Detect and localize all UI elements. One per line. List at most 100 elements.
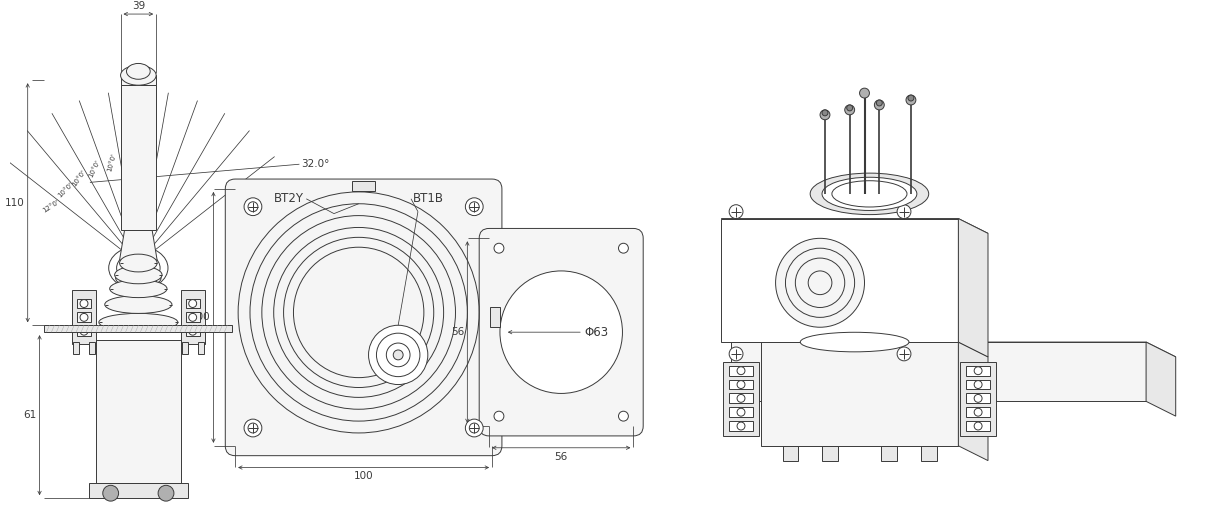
Circle shape: [469, 202, 479, 212]
Circle shape: [897, 347, 911, 361]
Bar: [961, 362, 996, 436]
Bar: [352, 181, 375, 191]
Bar: [185, 312, 200, 322]
Bar: [182, 342, 188, 354]
Ellipse shape: [859, 88, 869, 98]
Circle shape: [729, 347, 744, 361]
Text: 10°0': 10°0': [126, 150, 133, 169]
Bar: [121, 85, 156, 230]
Circle shape: [822, 110, 828, 116]
Circle shape: [775, 238, 864, 327]
Circle shape: [820, 110, 830, 120]
Ellipse shape: [121, 65, 156, 85]
Polygon shape: [761, 342, 958, 446]
Circle shape: [244, 419, 262, 437]
Circle shape: [897, 205, 911, 219]
Bar: [967, 407, 990, 417]
Ellipse shape: [158, 485, 174, 501]
Text: 56: 56: [555, 452, 568, 462]
Circle shape: [974, 367, 983, 375]
Bar: [77, 326, 91, 336]
Bar: [881, 446, 897, 460]
Circle shape: [80, 299, 88, 308]
Circle shape: [494, 243, 503, 253]
Polygon shape: [722, 219, 958, 342]
Bar: [185, 298, 200, 309]
Bar: [729, 380, 753, 389]
Bar: [197, 342, 204, 354]
Ellipse shape: [130, 262, 146, 274]
Circle shape: [845, 105, 855, 115]
Text: 100: 100: [191, 312, 211, 322]
Polygon shape: [731, 342, 1146, 401]
Ellipse shape: [115, 266, 162, 284]
Circle shape: [247, 202, 258, 212]
Circle shape: [729, 205, 744, 219]
Bar: [967, 366, 990, 376]
Bar: [729, 421, 753, 431]
Circle shape: [908, 95, 914, 101]
Bar: [967, 421, 990, 431]
Text: 10°0': 10°0': [56, 181, 74, 198]
Circle shape: [116, 273, 126, 283]
Circle shape: [618, 243, 628, 253]
Circle shape: [494, 411, 503, 421]
Bar: [89, 483, 188, 498]
Bar: [77, 298, 91, 309]
Bar: [920, 446, 936, 460]
Circle shape: [368, 326, 428, 385]
Circle shape: [737, 367, 745, 375]
Circle shape: [876, 100, 883, 106]
Circle shape: [906, 95, 915, 105]
Circle shape: [974, 394, 983, 402]
Text: 10°0': 10°0': [106, 153, 117, 173]
Ellipse shape: [119, 254, 157, 272]
Text: 100: 100: [354, 472, 373, 481]
Ellipse shape: [99, 313, 178, 331]
Bar: [77, 312, 91, 322]
Circle shape: [151, 273, 161, 283]
Circle shape: [974, 381, 983, 388]
Ellipse shape: [822, 177, 917, 211]
Bar: [822, 446, 837, 460]
Circle shape: [189, 299, 196, 308]
Polygon shape: [1146, 342, 1175, 416]
Bar: [967, 393, 990, 403]
Ellipse shape: [127, 63, 150, 79]
Circle shape: [80, 313, 88, 321]
Bar: [783, 446, 798, 460]
Bar: [729, 393, 753, 403]
Circle shape: [974, 408, 983, 416]
Circle shape: [247, 423, 258, 433]
Ellipse shape: [105, 296, 172, 313]
Circle shape: [737, 381, 745, 388]
Text: 61: 61: [23, 410, 37, 420]
Circle shape: [618, 411, 628, 421]
Bar: [967, 380, 990, 389]
Bar: [723, 362, 758, 436]
Polygon shape: [958, 219, 987, 357]
Circle shape: [874, 100, 884, 110]
Text: 110: 110: [5, 198, 24, 208]
FancyBboxPatch shape: [479, 228, 644, 436]
Circle shape: [189, 313, 196, 321]
Circle shape: [469, 423, 479, 433]
Circle shape: [974, 422, 983, 430]
Ellipse shape: [811, 173, 929, 215]
Bar: [72, 290, 96, 344]
Bar: [729, 407, 753, 417]
Text: 10°0': 10°0': [71, 169, 87, 188]
Polygon shape: [958, 342, 987, 460]
Text: 39: 39: [132, 1, 145, 11]
Circle shape: [80, 327, 88, 335]
Circle shape: [737, 394, 745, 402]
Text: 56: 56: [451, 327, 464, 337]
Circle shape: [394, 350, 403, 360]
Circle shape: [466, 198, 483, 216]
Bar: [180, 290, 205, 344]
Text: Φ63: Φ63: [584, 326, 608, 339]
Ellipse shape: [110, 280, 167, 297]
Bar: [96, 340, 180, 483]
Bar: [89, 342, 95, 354]
Bar: [729, 366, 753, 376]
